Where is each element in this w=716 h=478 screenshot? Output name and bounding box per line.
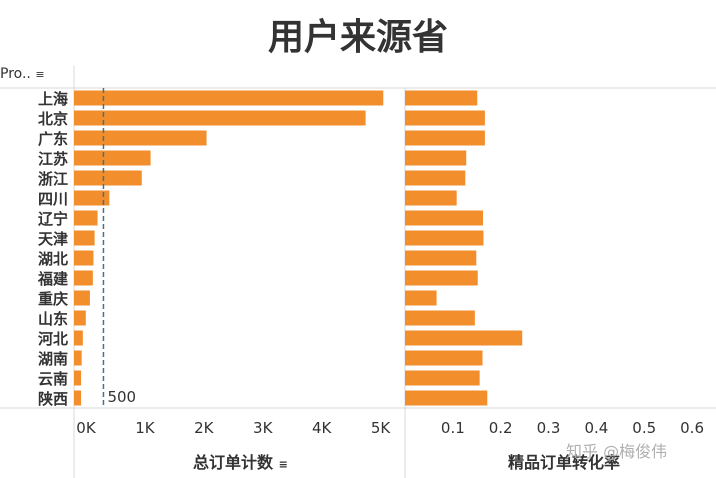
tick-label: 1K (135, 419, 156, 437)
bar-total-orders[interactable] (74, 390, 82, 406)
bar-total-orders[interactable] (74, 110, 366, 126)
category-label[interactable]: 上海 (38, 90, 68, 108)
tick-label: 0.3 (537, 419, 561, 437)
category-label[interactable]: 重庆 (38, 290, 68, 308)
axis-title-total-orders-text: 总订单计数 (193, 453, 274, 472)
bar-total-orders[interactable] (74, 130, 207, 146)
category-label[interactable]: 四川 (38, 190, 68, 208)
bar-conversion-rate[interactable] (405, 250, 477, 266)
bar-total-orders[interactable] (74, 250, 94, 266)
bar-conversion-rate[interactable] (405, 290, 437, 306)
bar-conversion-rate[interactable] (405, 130, 485, 146)
row-field-header[interactable]: Pro.. ≡ (0, 66, 45, 82)
sort-icon[interactable]: ≡ (35, 68, 45, 81)
bar-conversion-rate[interactable] (405, 150, 467, 166)
category-label[interactable]: 浙江 (38, 170, 68, 188)
bar-total-orders[interactable] (74, 310, 86, 326)
bar-total-orders[interactable] (74, 170, 142, 186)
tick-label: 0.5 (632, 419, 656, 437)
category-label[interactable]: 辽宁 (38, 210, 68, 228)
bar-total-orders[interactable] (74, 290, 90, 306)
bar-total-orders[interactable] (74, 150, 151, 166)
bar-conversion-rate[interactable] (405, 230, 484, 246)
bar-conversion-rate[interactable] (405, 390, 488, 406)
reference-line-label: 500 (107, 388, 136, 406)
bar-conversion-rate[interactable] (405, 330, 523, 346)
chart-title: 用户来源省 (267, 17, 448, 58)
category-label[interactable]: 福建 (37, 270, 69, 288)
tick-label: 0.2 (489, 419, 513, 437)
tick-label: 0.6 (680, 419, 704, 437)
tick-label: 0K (76, 419, 97, 437)
bar-conversion-rate[interactable] (405, 190, 457, 206)
axis-title-total-orders[interactable]: 总订单计数 ≡ (193, 449, 288, 473)
tick-label: 5K (371, 419, 392, 437)
category-label[interactable]: 陕西 (38, 390, 68, 408)
category-label[interactable]: 江苏 (38, 150, 68, 168)
tick-label: 0.1 (441, 419, 465, 437)
tick-label: 0.4 (584, 419, 608, 437)
bar-total-orders[interactable] (74, 370, 82, 386)
bar-conversion-rate[interactable] (405, 350, 483, 366)
category-label[interactable]: 北京 (38, 110, 68, 128)
axis-title-conversion-rate: 精品订单转化率 (508, 453, 621, 472)
bar-conversion-rate[interactable] (405, 270, 478, 286)
bar-total-orders[interactable] (74, 230, 95, 246)
row-field-label: Pro.. (0, 66, 31, 82)
category-label[interactable]: 河北 (38, 330, 68, 348)
tick-label: 2K (194, 419, 215, 437)
watermark: 知乎 @梅俊伟 (566, 442, 668, 461)
bar-conversion-rate[interactable] (405, 370, 480, 386)
category-label[interactable]: 广东 (38, 130, 68, 148)
category-label[interactable]: 山东 (38, 310, 68, 328)
bar-total-orders[interactable] (74, 190, 110, 206)
tick-label: 4K (312, 419, 333, 437)
bar-total-orders[interactable] (74, 90, 384, 106)
bar-conversion-rate[interactable] (405, 170, 466, 186)
bar-conversion-rate[interactable] (405, 310, 475, 326)
bar-total-orders[interactable] (74, 350, 82, 366)
category-label[interactable]: 天津 (38, 230, 68, 248)
category-label[interactable]: 湖南 (38, 350, 68, 368)
category-label[interactable]: 湖北 (38, 250, 68, 268)
bar-conversion-rate[interactable] (405, 210, 483, 226)
bar-total-orders[interactable] (74, 210, 98, 226)
bar-total-orders[interactable] (74, 270, 93, 286)
bar-conversion-rate[interactable] (405, 110, 485, 126)
bar-total-orders[interactable] (74, 330, 83, 346)
tick-label: 3K (253, 419, 274, 437)
sort-icon[interactable]: ≡ (278, 458, 288, 471)
bar-conversion-rate[interactable] (405, 90, 478, 106)
category-label[interactable]: 云南 (38, 370, 68, 388)
